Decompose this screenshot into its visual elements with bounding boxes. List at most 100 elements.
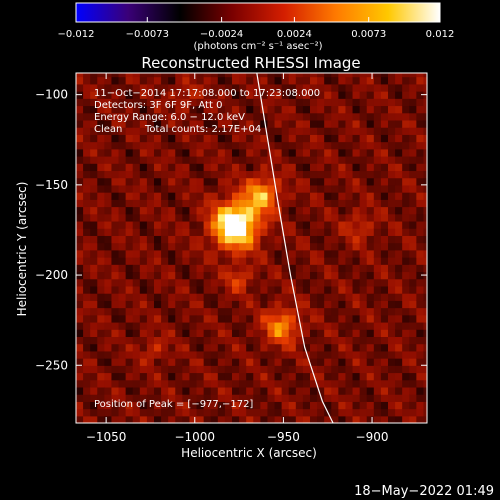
heatmap-cell	[281, 228, 290, 236]
heatmap-cell	[154, 365, 162, 374]
heatmap-cell	[196, 73, 205, 78]
heatmap-cell	[224, 249, 233, 258]
heatmap-cell	[267, 177, 276, 186]
heatmap-cell	[288, 257, 297, 265]
heatmap-cell	[395, 365, 403, 374]
heatmap-cell	[373, 264, 382, 273]
heatmap-cell	[196, 148, 205, 157]
heatmap-cell	[310, 83, 318, 92]
heatmap-cell	[402, 163, 410, 172]
heatmap-cell	[324, 285, 332, 294]
heatmap-cell	[111, 91, 120, 99]
heatmap-cell	[359, 141, 368, 150]
heatmap-cell	[118, 83, 127, 92]
heatmap-cell	[83, 321, 91, 330]
heatmap-cell	[97, 73, 105, 78]
heatmap-cell	[182, 134, 191, 143]
heatmap-cell	[416, 257, 425, 265]
heatmap-cell	[366, 271, 375, 280]
heatmap-cell	[239, 415, 247, 423]
heatmap-cell	[359, 235, 368, 244]
heatmap-cell	[380, 293, 389, 301]
heatmap-cell	[161, 73, 169, 78]
heatmap-cell	[97, 155, 105, 164]
heatmap-cell	[139, 372, 148, 381]
heatmap-cell	[125, 257, 134, 265]
heatmap-cell	[203, 293, 212, 301]
heatmap-cell	[168, 329, 176, 338]
heatmap-cell	[210, 408, 219, 417]
heatmap-cell	[380, 213, 389, 222]
heatmap-cell	[260, 379, 269, 388]
heatmap-cell	[359, 307, 368, 316]
heatmap-cell	[317, 220, 325, 229]
heatmap-cell	[189, 307, 198, 316]
heatmap-cell	[168, 83, 176, 92]
heatmap-cell	[217, 314, 226, 323]
heatmap-cell	[239, 235, 247, 244]
heatmap-cell	[203, 264, 212, 273]
heatmap-cell	[83, 206, 91, 215]
heatmap-cell	[125, 127, 134, 135]
heatmap-cell	[302, 184, 311, 193]
heatmap-cell	[295, 155, 304, 164]
heatmap-cell	[402, 119, 410, 128]
heatmap-cell	[83, 350, 91, 359]
heatmap-cell	[189, 278, 198, 287]
heatmap-cell	[416, 228, 425, 236]
heatmap-cell	[345, 386, 354, 395]
heatmap-cell	[253, 336, 261, 345]
heatmap-cell	[146, 278, 155, 287]
heatmap-cell	[267, 134, 276, 143]
heatmap-cell	[125, 91, 134, 99]
heatmap-cell	[317, 336, 325, 345]
heatmap-cell	[97, 177, 105, 186]
heatmap-cell	[352, 199, 361, 208]
heatmap-cell	[388, 242, 396, 251]
heatmap-cell	[395, 336, 403, 345]
heatmap-cell	[196, 358, 205, 366]
heatmap-cell	[210, 394, 219, 402]
heatmap-cell	[295, 307, 304, 316]
heatmap-cell	[168, 163, 176, 172]
heatmap-cell	[132, 264, 141, 273]
heatmap-cell	[310, 394, 318, 402]
heatmap-cell	[359, 350, 368, 359]
heatmap-cell	[83, 155, 91, 164]
heatmap-cell	[373, 372, 382, 381]
heatmap-cell	[260, 83, 269, 92]
heatmap-cell	[380, 386, 389, 395]
heatmap-cell	[281, 213, 290, 222]
heatmap-cell	[90, 415, 98, 423]
heatmap-cell	[324, 242, 332, 251]
heatmap-cell	[83, 148, 91, 157]
heatmap-cell	[281, 249, 290, 258]
heatmap-cell	[366, 148, 375, 157]
heatmap-cell	[210, 206, 219, 215]
heatmap-cell	[189, 293, 198, 301]
heatmap-cell	[90, 264, 98, 273]
heatmap-cell	[267, 184, 276, 193]
heatmap-cell	[302, 213, 311, 222]
heatmap-cell	[232, 177, 240, 186]
heatmap-cell	[295, 112, 304, 121]
heatmap-cell	[97, 249, 105, 258]
heatmap-cell	[97, 127, 105, 135]
heatmap-cell	[146, 170, 155, 179]
heatmap-cell	[168, 228, 176, 236]
heatmap-cell	[175, 257, 183, 265]
heatmap-cell	[345, 278, 354, 287]
heatmap-cell	[118, 314, 127, 323]
heatmap-cell	[274, 350, 283, 359]
heatmap-cell	[295, 293, 304, 301]
heatmap-cell	[331, 163, 339, 172]
heatmap-cell	[125, 242, 134, 251]
heatmap-cell	[90, 307, 98, 316]
heatmap-cell	[246, 350, 254, 359]
heatmap-cell	[317, 321, 325, 330]
heatmap-cell	[203, 98, 212, 107]
heatmap-cell	[97, 307, 105, 316]
heatmap-cell	[366, 401, 375, 410]
heatmap-cell	[359, 213, 368, 222]
heatmap-cell	[331, 278, 339, 287]
